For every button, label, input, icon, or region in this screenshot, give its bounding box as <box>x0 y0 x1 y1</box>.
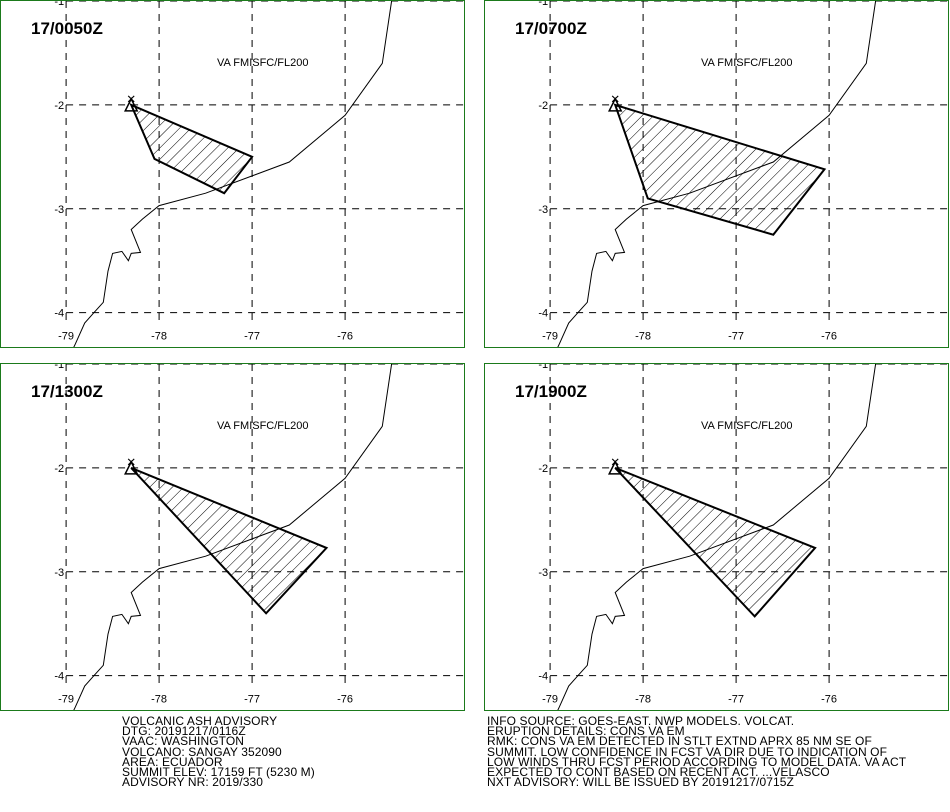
forecast-panel: 17/1300Z VA FMISFC/FL200 -79 -78 -77 -76 -1-… <box>0 363 465 711</box>
panel-level-label: VA FMISFC/FL200 <box>701 57 793 69</box>
y-tick-label: -3 <box>538 204 548 216</box>
advisory-line: SUMMIT. LOW CONFIDENCE IN FCST VA DIR DU… <box>487 744 888 759</box>
x-tick-label: -78 <box>635 694 651 706</box>
ash-cloud-polygon <box>614 466 817 618</box>
y-tick-label: -3 <box>54 567 64 579</box>
x-tick-label: -78 <box>151 331 167 343</box>
y-tick-label: -2 <box>538 100 548 112</box>
x-tick-label: -79 <box>58 694 74 706</box>
panel-time-label: 17/0700Z <box>515 19 587 38</box>
advisory-line: AREA: ECUADOR <box>122 754 223 769</box>
map-canvas: -79 -78 -77 -76 -1 -2 -3 -4 <box>54 1 464 347</box>
panel-time-label: 17/1900Z <box>515 382 587 401</box>
advisory-line: VAAC: WASHINGTON <box>122 734 245 749</box>
advisory-line: RMK: CONS VA EM DETECTED IN STLT EXTND A… <box>487 734 872 749</box>
volcano-cross-icon <box>611 95 619 103</box>
y-tick-label: -3 <box>538 567 548 579</box>
x-tick-label: -79 <box>542 694 558 706</box>
x-tick-label: -76 <box>821 694 837 706</box>
volcano-cross-icon <box>127 458 135 466</box>
panel-time-label: 17/1300Z <box>31 382 103 401</box>
x-tick-label: -78 <box>635 331 651 343</box>
y-tick-label: -4 <box>54 308 64 320</box>
forecast-panel: 17/0700Z VA FMISFC/FL200 -79 -78 -77 -76 -1-… <box>484 0 949 348</box>
coastline <box>557 1 877 347</box>
advisory-line: NXT ADVISORY: WILL BE ISSUED BY 20191217… <box>487 775 794 790</box>
y-tick-label: -2 <box>54 100 64 112</box>
y-tick-label: -3 <box>54 204 64 216</box>
advisory-line: LOW WINDS THRU FCST PERIOD ACCORDING TO … <box>487 754 907 769</box>
volcano-triangle-icon <box>607 97 623 112</box>
x-tick-label: -77 <box>728 694 744 706</box>
advisory-line: ADVISORY NR: 2019/330 <box>122 775 264 790</box>
panel-level-label: VA FMISFC/FL200 <box>217 57 309 69</box>
y-tick-label: -1 <box>538 1 548 8</box>
advisory-line: INFO SOURCE: GOES-EAST. NWP MODELS. VOLC… <box>487 714 795 728</box>
volcano-cross-icon <box>611 458 619 466</box>
y-tick-label: -2 <box>538 463 548 475</box>
x-tick-label: -77 <box>244 331 260 343</box>
x-tick-label: -77 <box>244 694 260 706</box>
coastline <box>557 364 877 710</box>
y-tick-label: -1 <box>54 1 64 8</box>
forecast-panel: 17/1900Z VA FMISFC/FL200 -79 -78 -77 -76 -1-… <box>484 363 949 711</box>
ash-cloud-polygon <box>613 103 827 236</box>
x-tick-label: -77 <box>728 331 744 343</box>
x-tick-label: -76 <box>337 694 353 706</box>
x-tick-label: -78 <box>151 694 167 706</box>
x-tick-label: -76 <box>337 331 353 343</box>
volcano-triangle-icon <box>123 460 139 475</box>
y-tick-label: -2 <box>54 463 64 475</box>
advisory-line: ERUPTION DETAILS: CONS VA EM <box>487 724 685 739</box>
map-canvas: -79 -78 -77 -76 -1 -2 -3 -4 <box>54 364 464 710</box>
y-tick-label: -1 <box>54 364 64 371</box>
advisory-line: DTG: 20191217/0116Z <box>122 724 246 739</box>
ash-cloud-polygon <box>130 466 329 615</box>
panel-time-label: 17/0050Z <box>31 19 103 38</box>
panel-level-label: VA FMISFC/FL200 <box>217 420 309 432</box>
x-tick-label: -79 <box>542 331 558 343</box>
y-tick-label: -4 <box>538 308 548 320</box>
coastline <box>73 364 393 710</box>
map-canvas: -79 -78 -77 -76 -1 -2 -3 -4 <box>538 364 948 710</box>
y-tick-label: -1 <box>538 364 548 371</box>
coastline <box>73 1 393 347</box>
x-tick-label: -76 <box>821 331 837 343</box>
advisory-summary: VOLCANIC ASH ADVISORY DTG: 20191217/0116… <box>122 714 315 790</box>
advisory-line: SUMMIT ELEV: 17159 FT (5230 M) <box>122 765 315 780</box>
y-tick-label: -4 <box>54 671 64 683</box>
forecast-panel: 17/0050Z VA FMISFC/FL200 -79 -78 -77 -76 -1-… <box>0 0 465 348</box>
advisory-remarks: INFO SOURCE: GOES-EAST. NWP MODELS. VOLC… <box>487 714 907 790</box>
panel-level-label: VA FMISFC/FL200 <box>701 420 793 432</box>
volcano-triangle-icon <box>607 460 623 475</box>
x-tick-label: -79 <box>58 331 74 343</box>
volcano-cross-icon <box>127 95 135 103</box>
volcano-triangle-icon <box>123 97 139 112</box>
ash-cloud-polygon <box>129 102 254 195</box>
map-canvas: -79 -78 -77 -76 -1 -2 -3 -4 <box>538 1 948 347</box>
advisory-line: VOLCANO: SANGAY 352090 <box>122 744 282 759</box>
advisory-line: EXPECTED TO CONT BASED ON RECENT ACT. ..… <box>487 765 830 780</box>
y-tick-label: -4 <box>538 671 548 683</box>
advisory-line: VOLCANIC ASH ADVISORY <box>122 714 278 728</box>
